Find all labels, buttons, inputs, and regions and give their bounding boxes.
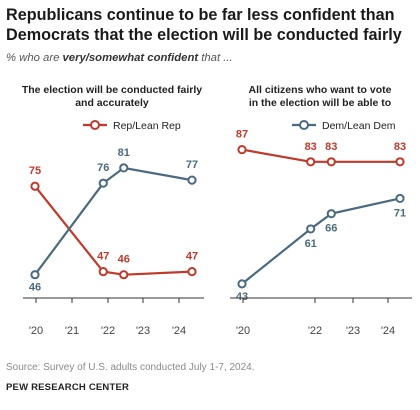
data-label-rep-panel-2-4: 83 bbox=[394, 141, 406, 153]
data-label-dem-panel-2-4: 71 bbox=[394, 207, 406, 219]
point-rep-panel-1-4 bbox=[187, 267, 197, 277]
legend-dem-marker bbox=[299, 120, 309, 130]
point-rep-panel-1-3 bbox=[119, 270, 129, 280]
chart-subtitle: % who are very/somewhat confident that .… bbox=[6, 52, 233, 64]
data-label-rep-panel-2-3: 83 bbox=[325, 141, 337, 153]
series-line-rep-panel-2 bbox=[241, 148, 400, 163]
data-label-dem-panel-2-3: 66 bbox=[325, 223, 337, 235]
x-tick-label-panel-1-1: '20 bbox=[29, 325, 43, 337]
data-label-dem-panel-1-1: 46 bbox=[29, 282, 41, 294]
x-tick-label-panel-2-1: '20 bbox=[236, 325, 250, 337]
data-label-rep-panel-1-1: 75 bbox=[29, 165, 41, 177]
point-rep-panel-1-2 bbox=[98, 267, 108, 277]
point-dem-panel-1-1 bbox=[30, 270, 40, 280]
point-dem-panel-2-1 bbox=[237, 279, 247, 289]
point-rep-panel-2-1 bbox=[237, 145, 247, 155]
point-rep-panel-2-2 bbox=[306, 157, 316, 167]
legend-rep-label: Rep/Lean Rep bbox=[113, 120, 181, 132]
subtitle-emphasis: very/somewhat confident bbox=[62, 52, 199, 64]
panel-title-line1-1: The election will be conducted fairly bbox=[22, 84, 202, 96]
point-dem-panel-2-4 bbox=[395, 193, 405, 204]
x-tick-label-panel-1-2: '21 bbox=[65, 325, 79, 337]
series-line-rep-panel-1 bbox=[34, 185, 193, 276]
point-dem-panel-2-2 bbox=[306, 224, 316, 234]
chart-canvas: The election will be conducted fairlyand… bbox=[22, 84, 412, 337]
data-label-rep-panel-2-1: 87 bbox=[236, 129, 248, 141]
source-note: Source: Survey of U.S. adults conducted … bbox=[6, 362, 255, 373]
x-tick-label-panel-2-2: '22 bbox=[308, 325, 322, 337]
data-label-dem-panel-1-3: 81 bbox=[118, 147, 130, 159]
series-line-dem-panel-1 bbox=[34, 166, 193, 276]
data-label-dem-panel-1-2: 76 bbox=[97, 162, 109, 174]
organization-name: PEW RESEARCH CENTER bbox=[6, 382, 130, 393]
data-label-rep-panel-1-2: 47 bbox=[97, 251, 109, 263]
point-dem-panel-1-2 bbox=[98, 178, 108, 188]
panel-title-line2-2: in the election will be able to bbox=[249, 97, 391, 109]
x-tick-label-panel-1-3: '22 bbox=[101, 325, 115, 337]
data-label-dem-panel-2-1: 43 bbox=[236, 291, 248, 303]
x-tick-label-panel-1-4: '23 bbox=[136, 325, 150, 337]
point-rep-panel-2-4 bbox=[395, 157, 405, 167]
legend-dem-label: Dem/Lean Dem bbox=[322, 120, 396, 132]
point-dem-panel-1-4 bbox=[187, 175, 197, 185]
legend-rep-marker bbox=[90, 120, 100, 130]
series-line-dem-panel-2 bbox=[241, 197, 401, 285]
x-tick-label-panel-1-5: '24 bbox=[172, 325, 186, 337]
data-label-dem-panel-2-2: 61 bbox=[305, 238, 317, 250]
x-tick-label-panel-2-4: '24 bbox=[381, 325, 395, 337]
point-dem-panel-1-3 bbox=[119, 163, 129, 173]
data-label-dem-panel-1-4: 77 bbox=[186, 159, 198, 171]
data-label-rep-panel-1-3: 46 bbox=[118, 254, 130, 266]
panel-title-line1-2: All citizens who want to vote bbox=[249, 84, 392, 96]
data-label-rep-panel-2-2: 83 bbox=[305, 141, 317, 153]
point-rep-panel-1-1 bbox=[30, 181, 40, 191]
point-dem-panel-2-3 bbox=[326, 209, 336, 219]
x-tick-label-panel-2-3: '23 bbox=[346, 325, 360, 337]
panel-title-line2-1: and accurately bbox=[75, 97, 149, 109]
subtitle-suffix: that ... bbox=[198, 52, 233, 64]
point-rep-panel-2-3 bbox=[326, 157, 336, 167]
subtitle-prefix: % who are bbox=[6, 52, 63, 64]
chart-title: Republicans continue to be far less conf… bbox=[6, 6, 402, 44]
data-label-rep-panel-1-4: 47 bbox=[186, 251, 198, 263]
